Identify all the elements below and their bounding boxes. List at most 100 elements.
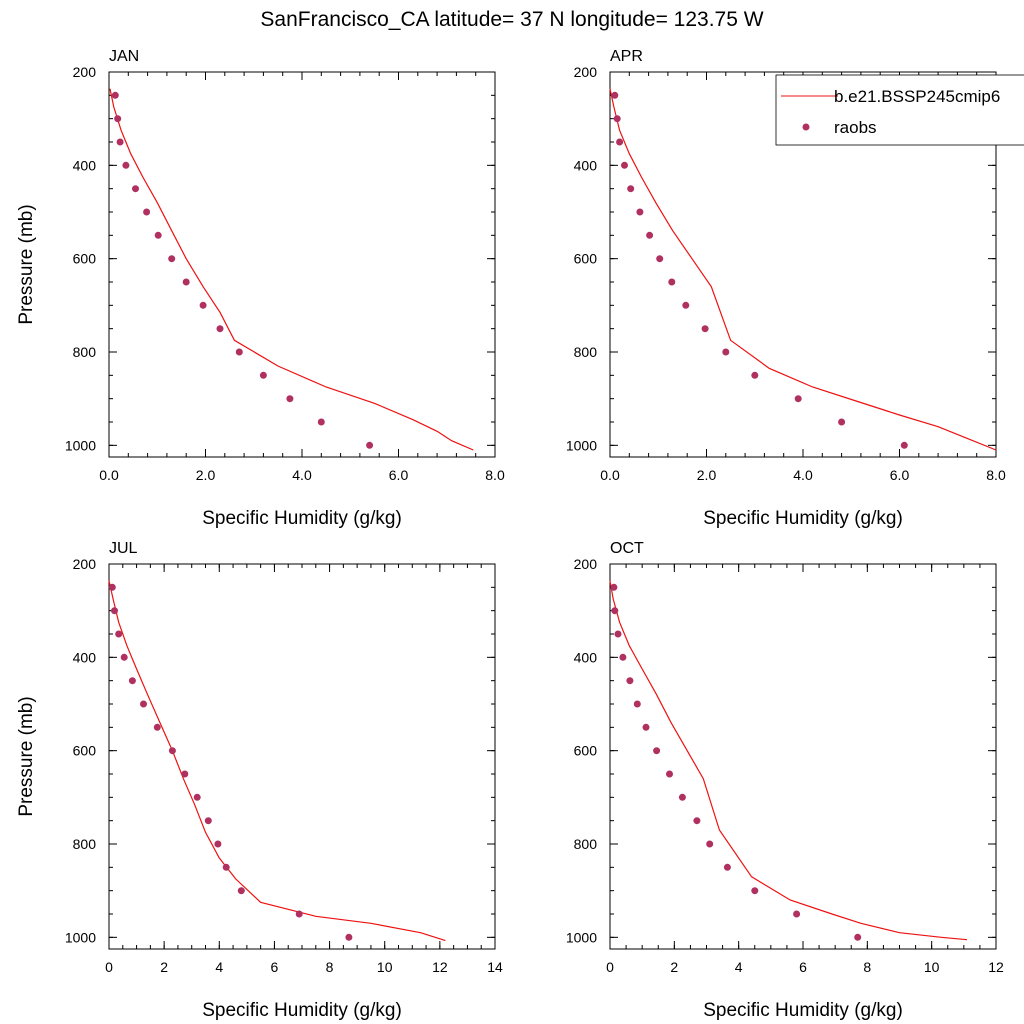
obs-point [610,583,618,591]
obs-point [317,418,325,426]
obs-point [614,630,622,638]
y-tick-label: 1000 [566,437,597,453]
obs-point [366,441,374,449]
panel-jul: 0 2 4 6 8 10 12 14 200 400 600 800 1000 JUL Specific H… [16,540,503,1021]
obs-point [794,395,802,403]
x-axis-label: Specific Humidity (g/kg) [703,508,903,529]
obs-point [235,348,243,356]
obs-point [636,208,644,216]
x-tick-label: 10 [377,959,393,975]
x-tick-label: 14 [487,959,503,975]
y-axis-label: Pressure (mb) [16,696,37,816]
obs-point [900,441,908,449]
y-tick-label: 800 [73,344,97,360]
obs-point [168,747,176,755]
obs-point [723,863,731,871]
obs-point [111,607,118,615]
model-line [108,580,446,942]
legend-obs-marker [802,123,810,131]
obs-point [751,371,759,379]
obs-point [701,325,709,333]
obs-point [706,840,714,848]
obs-point [619,653,627,661]
obs-point [613,115,621,123]
panel-title: APR [610,48,643,65]
legend-box [775,74,1024,146]
obs-point [295,910,303,918]
y-tick-label: 600 [73,251,97,267]
obs-point [111,91,119,99]
obs-point [621,161,628,169]
obs-point [633,700,641,708]
obs-point [751,887,759,895]
y-tick-label: 200 [574,556,598,572]
x-tick-label: 4 [215,959,223,975]
obs-point [132,185,139,193]
y-tick-label: 200 [73,556,97,572]
obs-point [668,278,676,286]
x-tick-label: 2 [670,959,678,975]
y-tick-label: 600 [574,743,598,759]
obs-point [122,161,130,169]
obs-point [168,255,176,263]
x-tick-label: 4.0 [793,467,813,483]
y-tick-label: 400 [574,649,598,665]
y-tick-label: 600 [574,251,598,267]
obs-point [616,138,624,146]
obs-point [181,770,189,778]
y-tick-label: 400 [574,157,598,173]
y-tick-label: 200 [574,64,598,80]
obs-point [216,325,224,333]
y-tick-label: 400 [73,157,97,173]
obs-point [108,583,116,591]
x-tick-label: 2.0 [196,467,216,483]
x-tick-label: 8 [863,959,871,975]
obs-point [693,817,701,825]
y-tick-label: 800 [574,836,598,852]
y-tick-label: 400 [73,649,97,665]
x-tick-label: 0 [105,959,113,975]
obs-point [128,677,136,685]
x-tick-label: 8 [326,959,334,975]
x-tick-label: 0 [606,959,614,975]
x-tick-label: 0.0 [99,467,119,483]
obs-point [611,607,619,615]
obs-point [682,301,690,309]
obs-point [345,933,353,941]
obs-point [642,723,650,731]
obs-point [838,418,846,426]
legend-model-label: b.e21.BSSP245cmip6 [834,87,1000,106]
x-tick-label: 12 [432,959,448,975]
x-tick-label: 8.0 [485,467,505,483]
obs-point [626,677,634,685]
obs-point [140,700,147,708]
panel-oct: 0 2 4 6 8 10 12 200 400 600 800 1000 OCT Specific Hum… [566,540,1004,1021]
x-tick-label: 12 [988,959,1004,975]
obs-point [259,371,267,379]
y-axis-label: Pressure (mb) [16,204,37,324]
x-tick-label: 8.0 [986,467,1006,483]
y-tick-label: 600 [73,743,97,759]
panel-title: JUL [109,540,138,557]
obs-point [193,793,201,801]
obs-point [722,348,730,356]
panels: 0.0 2.0 4.0 6.0 8.02004006008001000JANSpecif… [16,48,1006,1021]
legend-obs-label: raobs [834,118,877,137]
x-tick-label: 0.0 [600,467,620,483]
x-axis-label: Specific Humidity (g/kg) [202,1000,402,1021]
x-tick-label: 6 [799,959,807,975]
panel-title: JAN [109,48,139,65]
y-tick-label: 1000 [65,437,96,453]
model-line [609,580,968,941]
obs-point [656,255,664,263]
obs-point [199,301,207,309]
y-tick-label: 1000 [566,929,597,945]
figure-title: SanFrancisco_CA latitude= 37 N longitude… [260,8,763,31]
obs-point [182,278,190,286]
obs-point [116,138,124,146]
obs-point [214,840,222,848]
obs-point [115,630,123,638]
x-tick-label: 6 [271,959,279,975]
x-tick-label: 6.0 [890,467,910,483]
obs-point [154,231,162,239]
